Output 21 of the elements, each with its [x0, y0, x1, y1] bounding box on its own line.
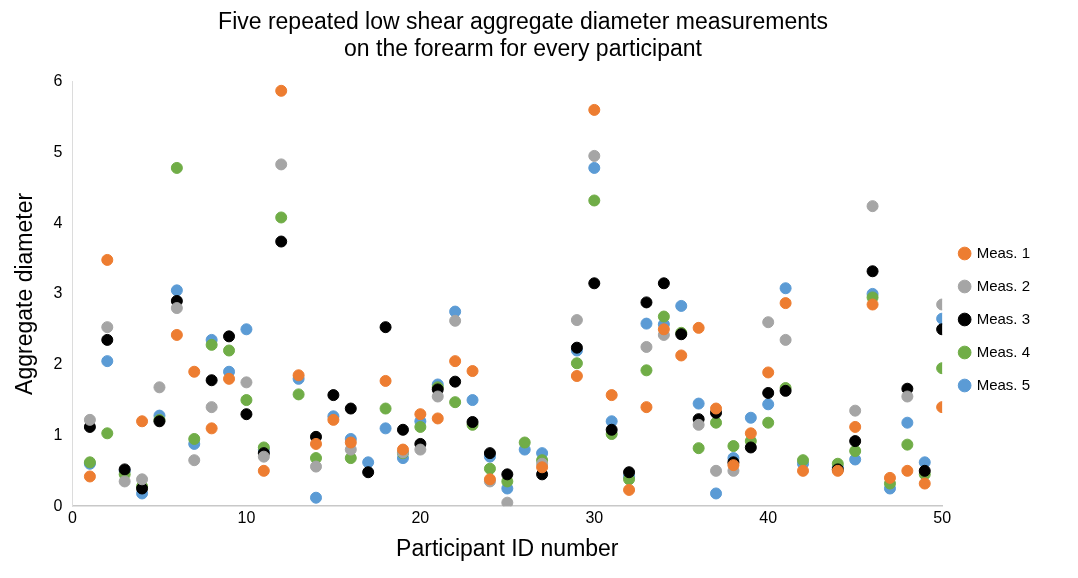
y-tick-label: 0 [53, 496, 63, 514]
y-tick-label: 3 [53, 284, 63, 302]
legend-label: Meas. 5 [976, 375, 1030, 393]
y-tick-label: 1 [53, 425, 63, 443]
legend-label: Meas. 1 [976, 243, 1030, 261]
legend-label: Meas. 2 [976, 276, 1030, 294]
x-tick-label: 40 [759, 509, 778, 527]
x-tick-label: 50 [933, 509, 952, 527]
x-tick-label: 10 [237, 509, 256, 527]
y-tick-label: 5 [53, 142, 63, 160]
x-tick-label: 0 [68, 509, 78, 527]
y-axis-title: Aggregate diameter [11, 192, 38, 395]
x-axis-title: Participant ID number [396, 534, 619, 561]
x-tick-label: 20 [411, 509, 430, 527]
chart-title: Five repeated low shear aggregate diameter measurements on the forearm for every participant [217, 8, 829, 62]
y-tick-label: 2 [53, 355, 63, 373]
legend-label: Meas. 3 [976, 309, 1030, 327]
legend-label: Meas. 4 [976, 342, 1030, 360]
y-tick-label: 4 [53, 213, 63, 231]
y-tick-label: 6 [53, 72, 63, 90]
x-tick-label: 30 [585, 509, 604, 527]
